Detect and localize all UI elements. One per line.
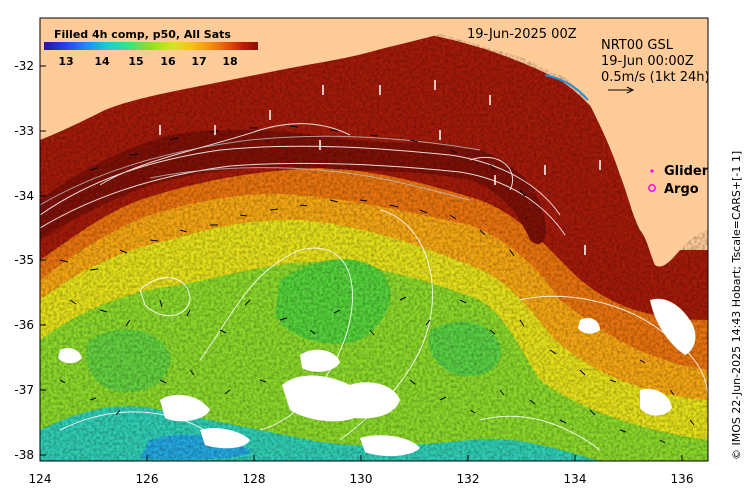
australia-coast: [40, 18, 708, 267]
legend: Glider Argo: [648, 164, 709, 197]
colorbar-tick: 13: [58, 55, 73, 68]
legend-argo: Argo: [664, 182, 699, 197]
colorbar-tick: 14: [94, 55, 110, 68]
colorbar-tick: 16: [160, 55, 176, 68]
map-date: 19-Jun-2025 00Z: [467, 27, 577, 42]
coastal-shelf: [544, 74, 589, 101]
vector-scale-label: 0.5m/s (1kt 24h): [601, 70, 710, 85]
product-label: NRT00 GSL: [601, 38, 674, 53]
y-tick-label: -36: [14, 318, 34, 332]
x-tick-label: 132: [457, 472, 480, 486]
colorbar: Filled 4h comp, p50, All Sats 13 14 15 1…: [44, 28, 258, 68]
colorbar-tick: 15: [128, 55, 143, 68]
credit-text: © IMOS 22-Jun-2025 14:43 Hobart; Tscale=…: [730, 151, 743, 460]
map-title: Filled 4h comp, p50, All Sats: [54, 28, 231, 41]
colorbar-tick: 18: [222, 55, 237, 68]
x-tick-label: 124: [29, 472, 52, 486]
x-tick-label: 128: [243, 472, 266, 486]
current-vectors-white: [159, 80, 601, 255]
glider-marker-icon: [650, 169, 654, 173]
y-tick-label: -35: [14, 253, 34, 267]
y-axis: [40, 65, 46, 456]
colorbar-tick: 17: [191, 55, 206, 68]
y-tick-label: -32: [14, 59, 34, 73]
product-time: 19-Jun 00:00Z: [601, 54, 694, 69]
current-vectors: [59, 125, 695, 444]
y-tick-label: -38: [14, 448, 34, 462]
plot-frame: [39, 17, 709, 462]
x-tick-label: 134: [564, 472, 587, 486]
y-tick-label: -33: [14, 124, 34, 138]
x-axis: [39, 455, 683, 461]
x-tick-label: 130: [350, 472, 373, 486]
argo-marker-icon: [648, 184, 656, 192]
cloud-gaps: [58, 298, 696, 457]
x-tick-label: 136: [671, 472, 694, 486]
sst-field: [40, 18, 708, 461]
colorbar-ramp: [44, 42, 258, 50]
x-tick-label: 126: [136, 472, 159, 486]
vector-scale-arrow: [608, 86, 635, 94]
legend-glider: Glider: [664, 164, 709, 179]
y-tick-label: -34: [14, 189, 34, 203]
y-tick-label: -37: [14, 383, 34, 397]
ssh-contours: [40, 123, 708, 451]
